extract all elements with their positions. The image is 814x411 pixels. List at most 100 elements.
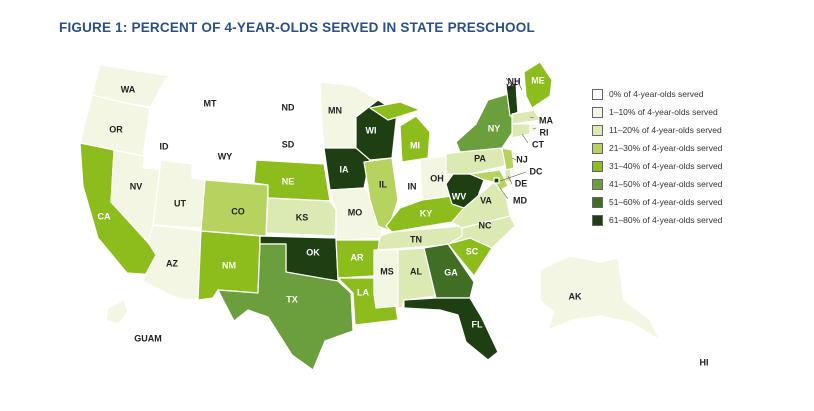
legend-label: 51–60% of 4-year-olds served	[609, 197, 723, 207]
label-nh: NH	[508, 76, 521, 86]
label-id: ID	[160, 141, 170, 151]
label-pa: PA	[474, 153, 486, 163]
label-ga: GA	[444, 267, 458, 277]
legend-swatch	[592, 196, 603, 208]
state-ga[interactable]	[423, 243, 475, 299]
label-ks: KS	[296, 212, 309, 222]
state-dc[interactable]	[493, 177, 500, 184]
label-ok: OK	[306, 247, 320, 257]
label-mo: MO	[348, 207, 363, 217]
label-ut: UT	[174, 198, 186, 208]
label-wa: WA	[121, 84, 136, 94]
label-me: ME	[531, 75, 545, 85]
figure-title: FIGURE 1: PERCENT OF 4-YEAR-OLDS SERVED …	[59, 20, 535, 35]
label-va: VA	[480, 195, 492, 205]
label-il: IL	[379, 179, 388, 189]
label-oh: OH	[430, 173, 444, 183]
label-ia: IA	[340, 164, 350, 174]
legend-label: 11–20% of 4-year-olds served	[609, 125, 722, 135]
legend-swatch	[592, 214, 603, 226]
label-ct: CT	[532, 139, 544, 149]
label-mi: MI	[410, 140, 420, 150]
state-nc[interactable]	[447, 215, 516, 249]
label-fl: FL	[472, 319, 483, 329]
label-mn: MN	[328, 105, 342, 115]
label-nd: ND	[282, 102, 295, 112]
state-ny[interactable]	[455, 93, 515, 153]
state-ms[interactable]	[373, 249, 399, 309]
label-ma: MA	[539, 115, 553, 125]
state-nh[interactable]	[515, 81, 531, 113]
label-tn: TN	[410, 234, 422, 244]
legend-item: 31–40% of 4-year-olds served	[592, 157, 722, 175]
label-hi: HI	[700, 357, 709, 367]
label-nm: NM	[222, 260, 236, 270]
label-in: IN	[408, 181, 417, 191]
label-sc: SC	[466, 246, 479, 256]
legend-label: 61–80% of 4-year-olds served	[609, 215, 723, 225]
label-ne: NE	[282, 176, 295, 186]
legend-item: 11–20% of 4-year-olds served	[592, 121, 722, 139]
label-ny: NY	[488, 123, 501, 133]
label-ky: KY	[420, 208, 433, 218]
state-il[interactable]	[363, 157, 399, 231]
state-mi[interactable]	[369, 101, 431, 163]
legend-swatch	[592, 178, 603, 190]
label-ca: CA	[98, 211, 111, 221]
label-co: CO	[231, 206, 245, 216]
label-ri: RI	[540, 127, 549, 137]
legend-item: 61–80% of 4-year-olds served	[592, 211, 722, 229]
legend: 0% of 4-year-olds served 1–10% of 4-year-…	[592, 85, 722, 229]
label-wy: WY	[218, 151, 233, 161]
legend-swatch	[592, 106, 603, 118]
legend-swatch	[592, 124, 603, 136]
state-md[interactable]	[469, 169, 509, 191]
label-az: AZ	[166, 258, 178, 268]
state-labels: WA OR CA NV ID MT WY UT AZ CO NM ND SD NE KS OK TX MN IA MO…	[98, 75, 709, 367]
label-ar: AR	[351, 252, 364, 262]
label-wv: WV	[452, 191, 467, 201]
state-tx[interactable]	[217, 243, 354, 371]
legend-swatch	[592, 142, 603, 154]
label-la: LA	[357, 287, 369, 297]
label-nc: NC	[479, 220, 492, 230]
label-wi: WI	[366, 125, 377, 135]
label-md: MD	[513, 195, 527, 205]
state-id[interactable]	[142, 77, 193, 173]
legend-label: 21–30% of 4-year-olds served	[609, 143, 723, 153]
label-al: AL	[410, 266, 422, 276]
state-or[interactable]	[79, 94, 151, 157]
legend-label: 0% of 4-year-olds served	[609, 89, 704, 99]
label-ms: MS	[380, 266, 394, 276]
legend-item: 1–10% of 4-year-olds served	[592, 103, 722, 121]
label-vt: VT	[506, 82, 518, 92]
legend-item: 0% of 4-year-olds served	[592, 85, 722, 103]
legend-label: 31–40% of 4-year-olds served	[609, 161, 723, 171]
state-guam[interactable]	[105, 299, 129, 325]
state-ma[interactable]	[511, 109, 541, 125]
state-fl[interactable]	[403, 297, 499, 361]
legend-swatch	[592, 160, 603, 172]
label-nv: NV	[130, 181, 143, 191]
state-wa[interactable]	[91, 64, 171, 110]
state-ak[interactable]	[539, 255, 661, 341]
legend-label: 41–50% of 4-year-olds served	[609, 179, 723, 189]
label-sd: SD	[282, 139, 295, 149]
legend-item: 51–60% of 4-year-olds served	[592, 193, 722, 211]
label-mt: MT	[204, 98, 217, 108]
state-nj[interactable]	[501, 147, 515, 171]
label-guam: GUAM	[134, 333, 162, 343]
legend-label: 1–10% of 4-year-olds served	[609, 107, 718, 117]
connector-lines	[499, 77, 537, 200]
legend-item: 41–50% of 4-year-olds served	[592, 175, 722, 193]
label-tx: TX	[286, 294, 298, 304]
state-me[interactable]	[523, 61, 553, 109]
state-ct[interactable]	[511, 123, 531, 139]
label-or: OR	[109, 124, 123, 134]
label-dc: DC	[530, 166, 543, 176]
legend-swatch	[592, 88, 603, 100]
state-hi[interactable]	[659, 317, 709, 353]
label-nj: NJ	[516, 154, 528, 164]
label-ak: AK	[569, 291, 582, 301]
